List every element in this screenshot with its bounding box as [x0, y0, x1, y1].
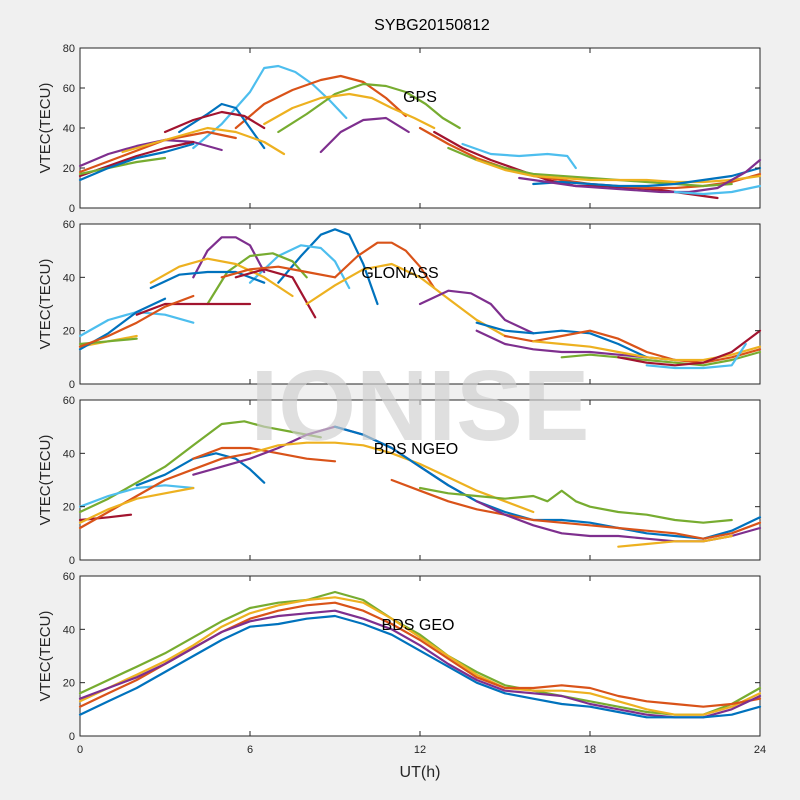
y-tick-label: 60	[63, 571, 75, 583]
panel-2: 0 20 40 60 VTEC(TECU) BDS NGEO	[37, 395, 762, 567]
series-line-0	[277, 228, 379, 306]
series-line-2	[192, 446, 337, 463]
series-line-5	[78, 484, 195, 508]
y-tick-label: 0	[69, 555, 75, 567]
figure-title: SYBG20150812	[374, 17, 490, 34]
panel-label: GPS	[403, 89, 437, 106]
series-line-10	[418, 486, 733, 524]
panel-1: 0 20 40 60 VTEC(TECU) GLONASS	[37, 219, 762, 391]
y-tick-label: 40	[63, 624, 75, 636]
y-tick-label: 20	[63, 678, 75, 690]
series-line-16	[447, 146, 733, 188]
series-line-10	[418, 289, 535, 335]
y-tick-label: 0	[69, 731, 75, 743]
panel-label: BDS GEO	[382, 617, 455, 634]
x-tick-label: 6	[247, 744, 253, 756]
series-line-13	[617, 534, 733, 548]
x-axis-label: UT(h)	[400, 764, 441, 781]
panel-label: BDS NGEO	[374, 441, 458, 458]
series-line-23	[645, 342, 747, 370]
series-line-11	[390, 478, 762, 540]
series-line-10	[78, 156, 167, 176]
series-line-6	[319, 116, 410, 154]
series-line-3	[78, 609, 762, 719]
y-tick-label: 20	[63, 502, 75, 514]
series-line-15	[135, 302, 252, 316]
y-axis-label: VTEC(TECU)	[37, 83, 54, 174]
y-axis-label: VTEC(TECU)	[37, 435, 54, 526]
series-line-7	[234, 268, 317, 319]
y-tick-label: 0	[69, 203, 75, 215]
y-tick-label: 20	[63, 163, 75, 175]
series-line-18	[503, 329, 762, 364]
series-line-3	[333, 241, 436, 290]
y-tick-label: 20	[63, 326, 75, 338]
series-line-8	[78, 486, 195, 524]
series-line-17	[475, 321, 648, 359]
series-line-2	[192, 236, 266, 279]
series-line-1	[248, 244, 351, 290]
y-tick-label: 40	[63, 448, 75, 460]
series-line-0	[78, 590, 762, 716]
watermark: IONISE	[251, 350, 590, 462]
x-tick-label: 0	[77, 744, 83, 756]
panel-0: 0 20 40 60 80 VTEC(TECU) GPS	[37, 43, 762, 215]
y-tick-label: 40	[63, 123, 75, 135]
y-tick-label: 60	[63, 395, 75, 407]
series-line-9	[333, 425, 762, 540]
series-line-8	[220, 265, 337, 279]
series-line-3	[263, 92, 436, 130]
series-line-21	[560, 350, 762, 367]
series-line-0	[78, 420, 322, 514]
series-line-5	[149, 257, 294, 298]
y-tick-label: 40	[63, 272, 75, 284]
y-tick-label: 60	[63, 83, 75, 95]
series-line-18	[532, 166, 762, 188]
series-line-1	[135, 452, 266, 487]
series-line-7	[78, 452, 252, 530]
series-line-20	[673, 184, 762, 196]
x-tick-label: 24	[754, 744, 766, 756]
series-line-1	[78, 596, 762, 716]
series-line-19	[518, 158, 762, 194]
series-line-16	[78, 294, 195, 348]
series-line-1	[234, 74, 407, 130]
series-line-22	[617, 329, 762, 367]
series-line-2	[277, 82, 461, 134]
series-line-5	[163, 110, 266, 134]
series-line-12	[78, 142, 195, 182]
series-line-4	[78, 614, 762, 719]
y-axis-label: VTEC(TECU)	[37, 259, 54, 350]
x-tick-label: 18	[584, 744, 596, 756]
y-tick-label: 60	[63, 219, 75, 231]
series-line-4	[248, 441, 535, 514]
y-tick-label: 0	[69, 379, 75, 391]
y-tick-label: 80	[63, 43, 75, 55]
panel-label: GLONASS	[361, 265, 438, 282]
x-tick-label: 12	[414, 744, 426, 756]
series-line-17	[475, 158, 762, 184]
panel-3: 0 20 40 60 0 6 12 18 24 VTEC(TECU) BDS GEO	[37, 571, 766, 756]
series-line-11	[121, 126, 286, 156]
series-line-9	[305, 262, 507, 338]
y-axis-label: VTEC(TECU)	[37, 611, 54, 702]
series-line-13	[461, 142, 577, 170]
